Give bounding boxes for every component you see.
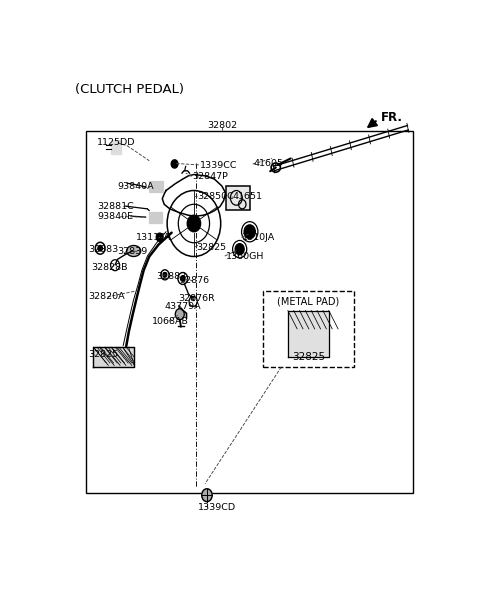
Bar — [263, 292, 354, 367]
Text: 32876: 32876 — [179, 276, 209, 285]
Polygon shape — [94, 347, 134, 367]
Text: 1068AB: 1068AB — [152, 317, 189, 326]
Text: 32883: 32883 — [156, 272, 186, 281]
Text: 1310JA: 1310JA — [242, 233, 276, 242]
Text: 32825: 32825 — [88, 350, 119, 359]
Polygon shape — [226, 186, 250, 210]
Text: (CLUTCH PEDAL): (CLUTCH PEDAL) — [75, 83, 184, 96]
Text: 1339CC: 1339CC — [200, 161, 237, 170]
Circle shape — [98, 246, 102, 251]
Circle shape — [156, 233, 163, 242]
Text: 32820A: 32820A — [88, 292, 125, 301]
Text: 1125DD: 1125DD — [97, 138, 136, 147]
Text: 1339CD: 1339CD — [198, 503, 236, 512]
Text: 32847P: 32847P — [192, 173, 228, 181]
Text: 41605: 41605 — [253, 159, 283, 168]
Text: 93840A: 93840A — [118, 182, 154, 192]
Text: 1311FA: 1311FA — [136, 233, 171, 242]
Text: 43779A: 43779A — [164, 302, 201, 311]
Bar — [110, 140, 121, 154]
Bar — [148, 181, 163, 192]
Text: 32828B: 32828B — [92, 263, 128, 272]
Text: 32825: 32825 — [292, 352, 325, 362]
Bar — [148, 212, 162, 223]
Circle shape — [235, 244, 244, 255]
Circle shape — [171, 160, 178, 168]
Text: 93840E: 93840E — [97, 212, 133, 221]
Circle shape — [180, 275, 185, 281]
Text: 32802: 32802 — [207, 121, 237, 130]
Text: 32881C: 32881C — [97, 202, 134, 211]
Ellipse shape — [127, 246, 141, 256]
Text: 32839: 32839 — [118, 247, 148, 256]
Text: 32876R: 32876R — [178, 294, 215, 303]
Text: FR.: FR. — [381, 111, 403, 124]
Circle shape — [202, 488, 212, 502]
Text: 41651: 41651 — [233, 192, 263, 202]
Circle shape — [175, 309, 184, 320]
Text: 32825: 32825 — [196, 243, 226, 252]
Bar — [86, 131, 413, 493]
Polygon shape — [288, 311, 329, 357]
Circle shape — [163, 273, 167, 277]
Circle shape — [187, 215, 201, 231]
Text: 32883: 32883 — [88, 245, 119, 253]
Circle shape — [244, 225, 255, 239]
Text: 32850C: 32850C — [198, 192, 234, 202]
Text: 1360GH: 1360GH — [226, 252, 264, 261]
Text: (METAL PAD): (METAL PAD) — [277, 297, 339, 307]
